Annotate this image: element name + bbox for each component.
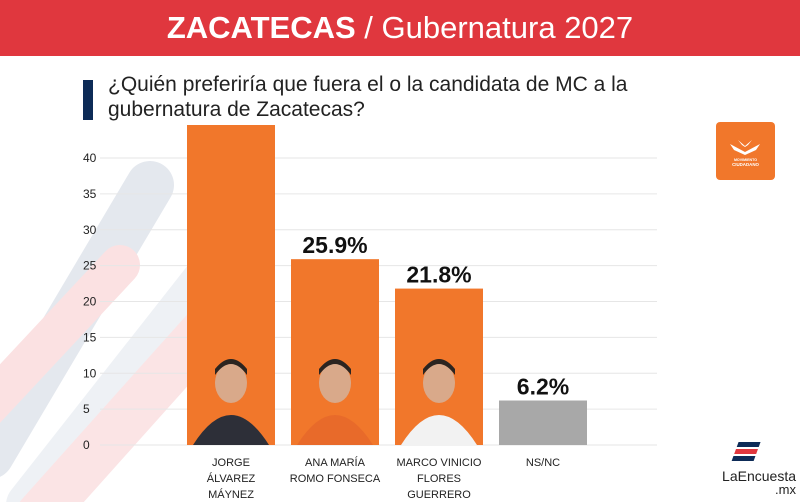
portrait-head [319, 363, 351, 403]
category-label: MÁYNEZ [208, 488, 254, 501]
portrait-hair [319, 359, 351, 375]
bar [499, 400, 587, 445]
page-header: ZACATECAS / Gubernatura 2027 [0, 0, 800, 56]
y-tick-label: 30 [83, 223, 97, 237]
laencuesta-suffix: .mx [775, 482, 796, 497]
decor-stripe [19, 301, 234, 502]
y-tick-label: 10 [83, 366, 97, 380]
y-tick-label: 25 [83, 259, 97, 273]
eagle-icon: MOVIMIENTO CIUDADANO [730, 140, 760, 167]
header-title-state: ZACATECAS [166, 10, 356, 45]
portrait-head [215, 363, 247, 403]
category-label: FLORES [417, 473, 461, 485]
header-title-office: / Gubernatura 2027 [355, 10, 634, 45]
laencuesta-name: LaEncuesta [722, 468, 796, 484]
value-label: 6.2% [517, 374, 569, 400]
portrait-body [193, 415, 269, 445]
category-label: ANA MARÍA [305, 456, 366, 469]
category-label: GUERRERO [407, 489, 471, 501]
bar-chart: 051015202530354046.1%JORGEÁLVAREZMÁYNEZ2… [0, 125, 657, 502]
mc-logo: MOVIMIENTO CIUDADANO [716, 122, 775, 180]
y-tick-label: 35 [83, 187, 97, 201]
laencuesta-logo: LaEncuesta .mx [712, 438, 796, 498]
portrait-hair [423, 359, 455, 375]
y-tick-label: 0 [83, 438, 90, 452]
bar [291, 259, 379, 445]
portrait-body [401, 415, 477, 445]
y-tick-label: 15 [83, 330, 97, 344]
y-tick-label: 5 [83, 402, 90, 416]
question-text: ¿Quién preferiría que fuera el o la cand… [108, 73, 628, 121]
portrait-body [297, 415, 373, 445]
category-label: NS/NC [526, 457, 560, 469]
category-label: MARCO VINICIO [397, 457, 482, 469]
value-label: 25.9% [302, 232, 367, 258]
chart-area: 051015202530354046.1%JORGEÁLVAREZMÁYNEZ2… [0, 125, 800, 502]
mc-logo-name-line2: CIUDADANO [732, 162, 759, 167]
value-label: 21.8% [406, 262, 471, 288]
flag-icon [731, 442, 761, 461]
category-label: JORGE [212, 457, 250, 469]
category-label: ROMO FONSECA [290, 473, 381, 485]
y-tick-label: 20 [83, 295, 97, 309]
mc-logo-name-line1: MOVIMIENTO [734, 158, 757, 162]
y-tick-label: 40 [83, 151, 97, 165]
portrait-head [423, 363, 455, 403]
category-label: ÁLVAREZ [207, 472, 256, 485]
decor-stripe [0, 245, 140, 423]
portrait-hair [215, 359, 247, 375]
question-accent-bar [83, 80, 93, 120]
